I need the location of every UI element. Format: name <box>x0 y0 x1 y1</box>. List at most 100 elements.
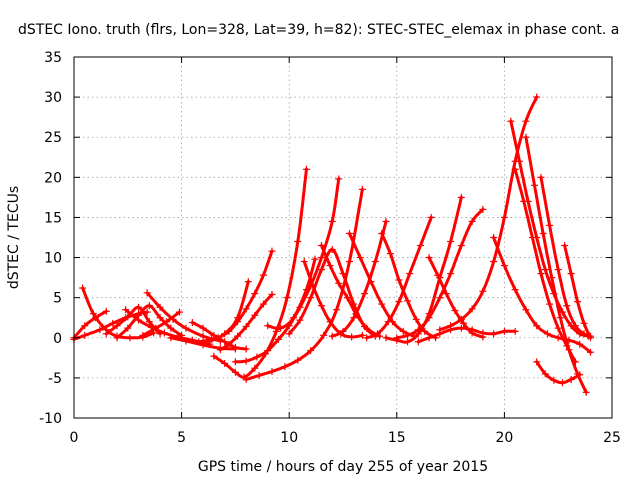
data-point <box>199 324 207 332</box>
grid-lines <box>74 57 612 418</box>
data-point <box>543 330 551 338</box>
data-point <box>399 327 407 335</box>
data-point <box>528 234 536 241</box>
data-point <box>124 313 132 321</box>
data-point <box>386 250 394 258</box>
data-point <box>554 324 562 332</box>
series-12 <box>203 247 276 346</box>
data-point <box>221 330 229 338</box>
data-point <box>302 286 310 294</box>
data-point <box>277 324 285 332</box>
data-point <box>576 371 584 379</box>
data-point <box>259 300 267 308</box>
data-point <box>167 324 175 332</box>
data-point <box>259 271 267 279</box>
series-20 <box>317 242 384 340</box>
series-line <box>524 135 588 394</box>
series-14 <box>210 165 310 381</box>
data-point <box>109 319 117 327</box>
data-point <box>199 332 207 340</box>
data-point <box>384 318 392 326</box>
data-point <box>554 334 562 342</box>
data-point <box>500 262 508 270</box>
data-point <box>122 306 130 314</box>
data-point <box>457 193 465 201</box>
data-point <box>317 266 325 274</box>
series-line <box>244 187 364 381</box>
data-point <box>102 330 110 338</box>
data-point <box>268 290 276 298</box>
data-point <box>234 314 242 322</box>
data-point <box>447 322 455 330</box>
data-point <box>199 341 207 349</box>
data-point <box>242 375 250 383</box>
data-point <box>511 286 519 294</box>
data-point <box>522 306 530 314</box>
data-point <box>511 165 519 173</box>
data-point <box>208 335 216 343</box>
x-tick-label: 25 <box>603 430 621 446</box>
data-point <box>156 314 164 322</box>
data-point <box>427 213 435 221</box>
data-point <box>367 278 375 286</box>
data-point <box>160 329 168 337</box>
data-point <box>533 322 541 330</box>
data-point <box>425 334 433 342</box>
data-point <box>152 324 160 332</box>
data-point <box>92 314 100 322</box>
data-point <box>255 371 263 379</box>
data-point <box>479 329 487 337</box>
data-point <box>531 181 539 189</box>
data-point <box>294 356 302 364</box>
data-point <box>563 302 571 310</box>
data-point <box>490 330 498 338</box>
data-point <box>567 375 575 383</box>
series-line <box>509 119 590 338</box>
data-point <box>382 217 390 225</box>
x-tick-label: 5 <box>177 430 186 446</box>
data-point <box>89 310 97 318</box>
data-point <box>268 367 276 375</box>
y-tick-label: 20 <box>44 170 62 186</box>
data-point <box>468 217 476 225</box>
series-13 <box>195 278 252 346</box>
data-point <box>522 133 530 141</box>
data-point <box>554 266 562 274</box>
y-tick-label: 25 <box>44 130 62 146</box>
data-point <box>586 348 594 356</box>
data-point <box>345 229 353 237</box>
x-tick-label: 0 <box>70 430 79 446</box>
data-point <box>296 316 304 324</box>
data-point <box>406 270 414 278</box>
series-23 <box>363 213 435 342</box>
data-point <box>188 319 196 327</box>
data-point <box>242 305 250 313</box>
data-point <box>451 307 459 315</box>
data-point <box>490 258 498 266</box>
data-point <box>350 314 358 322</box>
data-point <box>156 303 164 311</box>
data-point <box>294 238 302 246</box>
data-point <box>231 343 239 351</box>
data-point <box>328 217 336 225</box>
data-point <box>343 294 351 302</box>
series-36 <box>533 358 584 387</box>
data-point <box>358 185 366 193</box>
data-point <box>102 307 110 315</box>
data-point <box>221 338 229 346</box>
data-point <box>561 242 569 250</box>
data-point <box>533 93 541 101</box>
data-point <box>244 278 252 286</box>
data-point <box>210 352 218 360</box>
series-8 <box>139 308 183 339</box>
data-point <box>421 327 429 335</box>
data-point <box>425 314 433 322</box>
y-tick-label: 30 <box>44 90 62 106</box>
data-point <box>113 322 121 330</box>
data-point <box>135 316 143 324</box>
data-point <box>414 338 422 346</box>
data-point <box>541 266 549 274</box>
series-29 <box>436 93 541 334</box>
data-point <box>447 238 455 246</box>
y-tick-label: -5 <box>48 371 62 387</box>
